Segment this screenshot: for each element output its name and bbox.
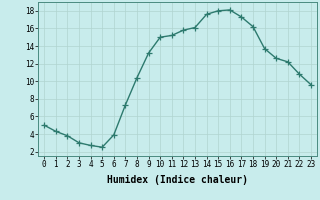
X-axis label: Humidex (Indice chaleur): Humidex (Indice chaleur): [107, 175, 248, 185]
